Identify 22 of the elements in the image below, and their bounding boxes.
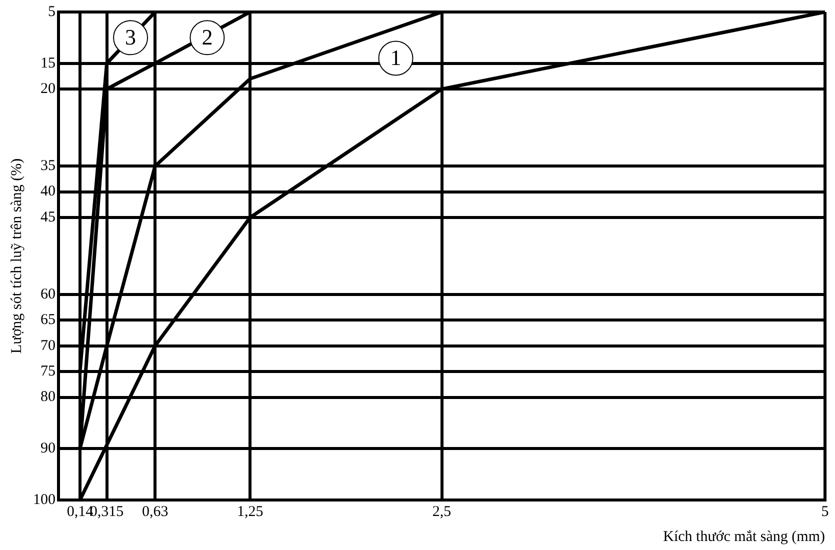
- x-tick-label: 1,25: [237, 504, 264, 520]
- y-tick-label: 5: [48, 4, 56, 20]
- y-tick-label: 65: [40, 312, 56, 328]
- annotation: 2: [202, 24, 213, 50]
- y-tick-label: 20: [40, 80, 56, 97]
- y-tick-label: 100: [33, 492, 56, 508]
- y-tick-label: 75: [40, 364, 56, 380]
- y-tick-label: 80: [40, 389, 56, 406]
- annotation: 3: [125, 24, 136, 50]
- y-tick-label: 35: [40, 158, 56, 174]
- x-tick-label: 0,63: [142, 504, 168, 520]
- y-tick-label: 40: [40, 184, 56, 200]
- annotation: 1: [390, 45, 402, 70]
- x-tick-label: 5: [821, 504, 829, 520]
- y-tick-label: 60: [40, 286, 56, 302]
- x-axis-title: Kích thước mắt sàng (mm): [663, 528, 826, 545]
- x-tick-label: 2,5: [432, 504, 452, 520]
- y-tick-label: 90: [40, 440, 56, 457]
- y-axis-title: Lượng sót tích luỹ trên sàng (%): [8, 158, 25, 354]
- y-tick-label: 70: [40, 338, 56, 354]
- y-tick-label: 45: [40, 209, 56, 226]
- y-tick-label: 15: [40, 55, 56, 72]
